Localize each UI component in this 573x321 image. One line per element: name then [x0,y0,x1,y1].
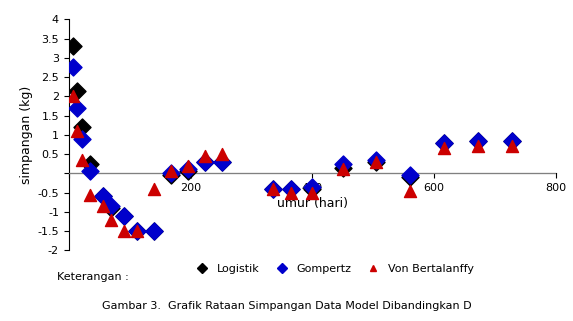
Point [68,94,77,99]
Y-axis label: simpangan (kg): simpangan (kg) [20,86,33,184]
Point [107,205,116,211]
Point [120,213,129,218]
Text: Keterangan :: Keterangan : [57,272,132,282]
Point [218,159,227,164]
Point [508,138,517,143]
Point [218,159,227,164]
Point [286,186,296,191]
Legend: Logistik, Gompertz, Von Bertalanffy: Logistik, Gompertz, Von Bertalanffy [187,260,478,279]
Point [77,157,86,162]
Point [201,153,210,159]
Point [201,159,210,164]
Point [473,138,482,143]
Point [107,204,116,209]
Point [201,159,210,164]
Point [371,157,380,162]
Point [77,136,86,141]
Point [99,194,108,199]
Point [183,169,193,174]
Point [120,229,129,234]
Point [68,65,77,70]
Point [371,159,380,164]
Point [73,88,82,93]
Point [99,194,108,199]
X-axis label: umur (hari): umur (hari) [277,197,348,210]
Point [338,161,347,166]
Point [473,144,482,149]
Point [439,140,448,145]
Point [218,152,227,157]
Point [371,159,380,164]
Point [269,186,278,191]
Point [107,217,116,222]
Point [508,144,517,149]
Point [308,190,317,195]
Point [338,165,347,170]
Point [183,167,193,172]
Point [405,175,414,180]
Point [73,105,82,110]
Point [183,163,193,168]
Point [269,186,278,191]
Point [269,186,278,191]
Point [150,229,159,234]
Point [439,146,448,151]
Point [73,128,82,134]
Text: Gambar 3.  Grafik Rataan Simpangan Data Model Dibandingkan D: Gambar 3. Grafik Rataan Simpangan Data M… [101,301,472,311]
Point [439,140,448,145]
Point [166,171,175,176]
Point [85,192,95,197]
Point [150,229,159,234]
Point [132,229,142,234]
Point [150,186,159,191]
Point [338,167,347,172]
Point [85,169,95,174]
Point [166,173,175,178]
Point [286,186,296,191]
Point [77,125,86,130]
Point [308,186,317,191]
Point [132,229,142,234]
Point [132,229,142,234]
Point [508,138,517,143]
Point [405,173,414,178]
Point [286,190,296,195]
Point [405,188,414,193]
Point [85,161,95,166]
Point [99,204,108,209]
Point [68,44,77,49]
Point [473,138,482,143]
Point [166,169,175,174]
Point [308,184,317,189]
Point [120,213,129,218]
